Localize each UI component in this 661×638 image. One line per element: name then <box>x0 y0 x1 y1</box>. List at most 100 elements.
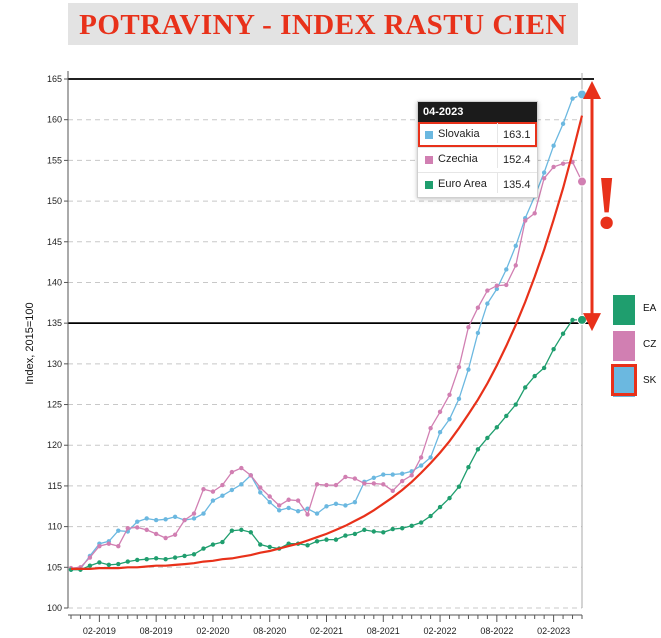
data-point <box>352 500 358 505</box>
legend-swatch-cz[interactable] <box>613 331 635 361</box>
data-point <box>560 161 566 166</box>
data-point <box>504 413 509 419</box>
data-point <box>333 482 339 488</box>
data-point <box>390 488 395 494</box>
data-point <box>504 282 509 288</box>
y-tick-label: 155 <box>47 155 62 165</box>
legend-sk-highlight <box>611 364 637 396</box>
data-point <box>239 482 244 487</box>
tooltip-value: 135.4 <box>497 173 531 193</box>
data-point <box>560 331 566 336</box>
data-point <box>163 556 168 562</box>
data-point <box>125 526 130 531</box>
data-point <box>210 489 216 494</box>
data-point <box>229 487 235 493</box>
tooltip-name: Euro Area <box>438 178 487 190</box>
data-point <box>191 552 197 557</box>
data-point <box>135 525 140 530</box>
data-point <box>135 519 140 524</box>
y-tick-label: 140 <box>47 277 62 287</box>
x-tick-label: 08-2020 <box>253 626 286 636</box>
data-point <box>172 514 178 520</box>
data-point <box>456 484 462 489</box>
data-point <box>191 516 197 521</box>
tooltip-row-slovakia: Slovakia 163.1 <box>418 122 537 147</box>
exclamation-mark: ! <box>594 161 620 245</box>
data-point <box>314 482 320 487</box>
data-point <box>447 495 452 501</box>
data-point <box>475 330 481 336</box>
reference-lines <box>68 78 594 325</box>
data-point <box>570 317 575 323</box>
series-line-euro-area <box>71 319 582 571</box>
tooltip-date: 04-2023 <box>418 102 537 122</box>
tooltip: 04-2023 Slovakia 163.1 Czechia 152.4 Eur… <box>417 101 538 198</box>
data-point <box>258 485 263 490</box>
data-point <box>551 346 556 352</box>
data-point <box>333 501 339 507</box>
data-point <box>485 288 490 293</box>
x-tick-label: 08-2021 <box>367 626 400 636</box>
data-point <box>494 425 500 430</box>
data-point <box>400 526 405 531</box>
data-point <box>182 517 187 523</box>
data-point <box>504 267 509 272</box>
data-point <box>267 494 272 499</box>
data-point <box>305 543 310 548</box>
data-point <box>381 530 386 535</box>
data-point <box>551 143 556 148</box>
data-point <box>475 447 481 452</box>
data-point <box>324 504 329 509</box>
tooltip-swatch-euro-area <box>425 181 433 189</box>
y-tick-label: 120 <box>47 440 62 450</box>
data-point <box>437 430 443 435</box>
data-point <box>381 482 386 487</box>
y-tick-label: 130 <box>47 359 62 369</box>
data-point <box>153 517 159 523</box>
data-point <box>343 533 348 538</box>
arrow-head-up <box>583 81 601 99</box>
arrow-head-down <box>583 313 601 332</box>
data-point <box>144 527 149 533</box>
data-point <box>172 555 178 560</box>
data-point <box>466 367 471 372</box>
tooltip-name: Czechia <box>438 153 478 165</box>
data-point <box>400 471 405 476</box>
data-point <box>428 513 433 519</box>
data-point <box>513 402 518 407</box>
data-point <box>577 176 587 187</box>
data-point <box>258 490 263 495</box>
data-point <box>153 556 159 561</box>
y-tick-label: 145 <box>47 237 62 247</box>
x-tick-label: 02-2020 <box>196 626 229 636</box>
data-point <box>409 523 414 529</box>
data-point <box>295 508 301 514</box>
data-point <box>258 542 263 547</box>
data-point <box>201 486 206 492</box>
data-point <box>551 164 556 170</box>
tooltip-value: 152.4 <box>497 148 531 168</box>
x-tick-label: 02-2023 <box>537 626 570 636</box>
legend-swatch-ea[interactable] <box>613 295 635 325</box>
data-point <box>456 396 462 402</box>
data-point <box>172 532 178 537</box>
y-tick-label: 110 <box>48 522 62 532</box>
data-point <box>541 176 547 181</box>
data-point <box>428 425 433 431</box>
data-point <box>532 373 537 379</box>
data-point <box>390 472 395 477</box>
data-point <box>201 546 206 551</box>
data-point <box>314 539 320 544</box>
data-point <box>475 305 481 310</box>
data-point <box>523 385 528 390</box>
legend-swatch-sk[interactable] <box>613 367 635 397</box>
data-point <box>153 531 159 537</box>
data-point <box>267 544 272 550</box>
data-point <box>560 121 566 126</box>
legend-label-sk: SK <box>643 375 657 386</box>
data-point <box>286 497 291 502</box>
data-point <box>191 511 197 516</box>
data-point <box>513 243 518 249</box>
data-point <box>466 325 471 330</box>
